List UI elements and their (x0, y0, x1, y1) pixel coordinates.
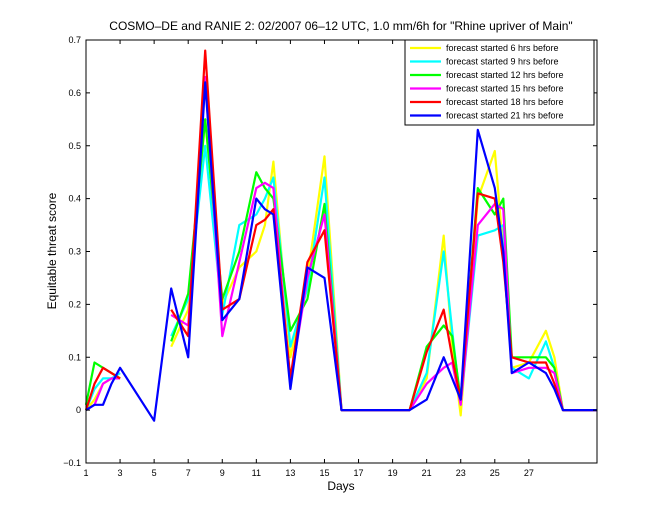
x-tick-label: 23 (456, 468, 466, 478)
y-tick-label: −0.1 (63, 458, 81, 468)
chart-title: COSMO–DE and RANIE 2: 02/2007 06–12 UTC,… (109, 19, 572, 33)
series-line (85, 81, 597, 422)
legend-label: forecast started 6 hrs before (446, 43, 559, 53)
x-tick-label: 15 (319, 468, 329, 478)
x-tick-label: 21 (422, 468, 432, 478)
legend-label: forecast started 21 hrs before (446, 111, 564, 121)
y-tick-label: 0.2 (68, 299, 81, 309)
x-tick-label: 25 (490, 468, 500, 478)
y-tick-label: 0.7 (68, 35, 81, 45)
legend-label: forecast started 9 hrs before (446, 57, 559, 67)
y-axis-label: Equitable threat score (45, 192, 59, 309)
legend: forecast started 6 hrs before forecast st… (404, 39, 595, 126)
legend-label: forecast started 18 hrs before (446, 97, 564, 107)
x-tick-label: 1 (83, 468, 88, 478)
y-tick-label: 0 (76, 405, 81, 415)
legend-label: forecast started 12 hrs before (446, 70, 564, 80)
y-tick-label: 0.1 (68, 352, 81, 362)
axis-ticks-group: 1 3 5 7 9 11 13 15 17 19 21 23 25 27−0.100.10.20.30.4… (63, 35, 597, 478)
series-line (84, 366, 121, 411)
legend-box (404, 39, 595, 126)
plot-series-group (84, 49, 597, 422)
x-tick-label: 17 (354, 468, 364, 478)
y-tick-label: 0.4 (68, 194, 81, 204)
y-tick-label: 0.3 (68, 247, 81, 257)
y-tick-label: 0.5 (68, 141, 81, 151)
x-tick-label: 27 (524, 468, 534, 478)
x-axis-label: Days (327, 479, 354, 493)
x-tick-label: 19 (388, 468, 398, 478)
x-tick-label: 5 (152, 468, 157, 478)
x-tick-label: 13 (285, 468, 295, 478)
x-tick-label: 9 (220, 468, 225, 478)
legend-label: forecast started 15 hrs before (446, 84, 564, 94)
y-tick-label: 0.6 (68, 88, 81, 98)
x-tick-label: 7 (186, 468, 191, 478)
x-tick-label: 11 (252, 468, 261, 478)
x-tick-label: 3 (118, 468, 123, 478)
